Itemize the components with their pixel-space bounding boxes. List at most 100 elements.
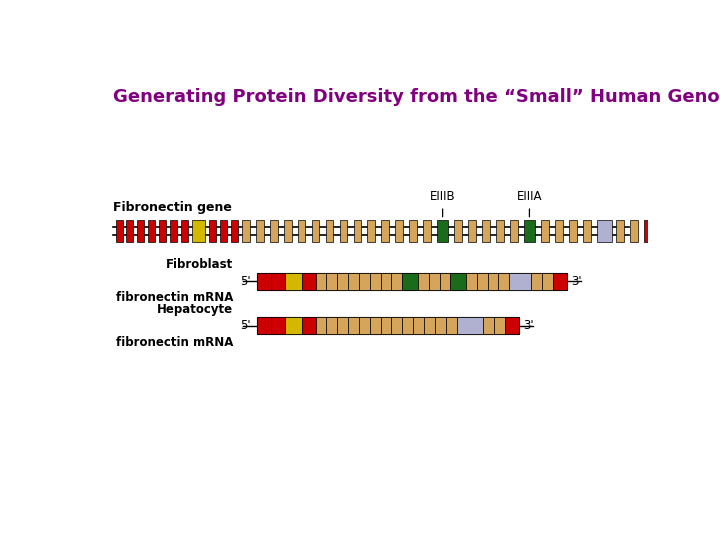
Bar: [677, 220, 684, 242]
Bar: [395, 220, 403, 242]
Bar: [325, 220, 333, 242]
Bar: [666, 220, 672, 242]
Bar: [170, 220, 177, 242]
Bar: [256, 318, 518, 334]
Bar: [468, 220, 476, 242]
Bar: [569, 220, 577, 242]
Bar: [326, 273, 337, 289]
Bar: [370, 318, 381, 334]
Bar: [359, 273, 370, 289]
Bar: [242, 220, 250, 242]
Bar: [466, 273, 477, 289]
Text: fibronectin mRNA: fibronectin mRNA: [116, 336, 233, 349]
Bar: [284, 220, 292, 242]
Bar: [326, 318, 337, 334]
Bar: [297, 220, 305, 242]
Bar: [446, 318, 456, 334]
Bar: [616, 220, 624, 242]
Bar: [439, 273, 451, 289]
Bar: [367, 220, 375, 242]
Bar: [498, 273, 509, 289]
Bar: [210, 220, 216, 242]
Bar: [284, 318, 302, 334]
Bar: [354, 220, 361, 242]
Bar: [302, 318, 315, 334]
Bar: [597, 220, 612, 242]
Bar: [423, 220, 431, 242]
Bar: [271, 273, 284, 289]
Bar: [510, 220, 518, 242]
Bar: [437, 220, 448, 242]
Bar: [381, 318, 392, 334]
Bar: [231, 220, 238, 242]
Bar: [477, 273, 487, 289]
Bar: [644, 220, 651, 242]
Bar: [402, 318, 413, 334]
Bar: [337, 273, 348, 289]
Bar: [487, 273, 498, 289]
Bar: [496, 220, 504, 242]
Text: EIIIA: EIIIA: [517, 191, 542, 217]
Bar: [392, 273, 402, 289]
Text: Generating Protein Diversity from the “Small” Human Genome: Generating Protein Diversity from the “S…: [113, 88, 720, 106]
Text: 5': 5': [240, 319, 251, 332]
Bar: [302, 273, 315, 289]
Bar: [192, 220, 205, 242]
Bar: [116, 220, 122, 242]
Bar: [370, 273, 381, 289]
Bar: [655, 220, 662, 242]
Bar: [409, 220, 417, 242]
Bar: [256, 318, 271, 334]
Text: 5': 5': [240, 275, 251, 288]
Text: Hepatocyte: Hepatocyte: [157, 303, 233, 316]
Bar: [271, 318, 284, 334]
Text: 3': 3': [571, 275, 582, 288]
Text: EIIIB: EIIIB: [430, 191, 456, 217]
Bar: [583, 220, 590, 242]
Bar: [505, 318, 518, 334]
Text: fibronectin mRNA: fibronectin mRNA: [116, 291, 233, 304]
Bar: [418, 273, 428, 289]
Bar: [256, 273, 271, 289]
Bar: [630, 220, 638, 242]
Bar: [424, 318, 435, 334]
Bar: [148, 220, 155, 242]
Bar: [392, 318, 402, 334]
Bar: [256, 273, 567, 289]
Bar: [428, 273, 439, 289]
Bar: [509, 273, 531, 289]
Bar: [402, 273, 418, 289]
Bar: [542, 273, 553, 289]
Bar: [348, 318, 359, 334]
Bar: [348, 273, 359, 289]
Bar: [270, 220, 277, 242]
Bar: [312, 220, 320, 242]
Bar: [531, 273, 542, 289]
Bar: [494, 318, 505, 334]
Bar: [553, 273, 567, 289]
Text: 3': 3': [523, 319, 534, 332]
Bar: [256, 220, 264, 242]
Bar: [524, 220, 535, 242]
Text: Fibronectin gene: Fibronectin gene: [113, 201, 232, 214]
Bar: [315, 273, 326, 289]
Bar: [381, 273, 392, 289]
Bar: [451, 273, 466, 289]
Bar: [413, 318, 424, 334]
Bar: [337, 318, 348, 334]
Bar: [220, 220, 228, 242]
Bar: [541, 220, 549, 242]
Bar: [483, 318, 494, 334]
Text: Fibroblast: Fibroblast: [166, 258, 233, 271]
Bar: [359, 318, 370, 334]
Bar: [159, 220, 166, 242]
Bar: [340, 220, 347, 242]
Bar: [138, 220, 144, 242]
Bar: [127, 220, 133, 242]
Bar: [482, 220, 490, 242]
Bar: [555, 220, 563, 242]
Bar: [454, 220, 462, 242]
Bar: [456, 318, 483, 334]
Bar: [435, 318, 446, 334]
Bar: [315, 318, 326, 334]
